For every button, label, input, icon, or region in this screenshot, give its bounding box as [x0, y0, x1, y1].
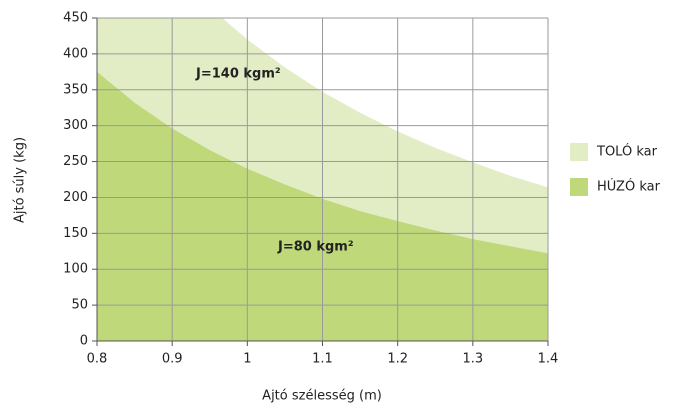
y-tick-label: 0: [80, 334, 88, 349]
x-tick-label: 1.1: [312, 352, 333, 367]
y-tick-label: 300: [63, 118, 88, 133]
y-tick-label: 200: [63, 190, 88, 205]
legend-swatch: [570, 143, 588, 161]
y-tick-label: 100: [63, 262, 88, 277]
grid: [92, 17, 549, 346]
y-tick-label: 400: [63, 46, 88, 61]
annotation: J=140 kgm²: [195, 67, 281, 82]
x-tick-label: 1.4: [538, 352, 559, 367]
y-tick-label: 50: [71, 298, 88, 313]
annotation: J=80 kgm²: [277, 240, 354, 255]
legend-swatch: [570, 178, 588, 196]
legend-label: HÚZÓ kar: [597, 179, 661, 195]
y-tick-label: 250: [63, 154, 88, 169]
x-tick-label: 0.9: [162, 352, 183, 367]
y-tick-label: 150: [63, 226, 88, 241]
x-tick-label: 0.8: [87, 352, 108, 367]
legend-label: TOLÓ kar: [596, 144, 658, 160]
y-tick-label: 450: [63, 11, 88, 26]
x-tick-label: 1.3: [462, 352, 483, 367]
x-tick-label: 1: [243, 352, 251, 367]
x-axis-label: Ajtó szélesség (m): [262, 389, 382, 404]
y-axis-label: Ajtó súly (kg): [13, 137, 28, 223]
x-tick-label: 1.2: [387, 352, 408, 367]
y-tick-label: 350: [63, 82, 88, 97]
